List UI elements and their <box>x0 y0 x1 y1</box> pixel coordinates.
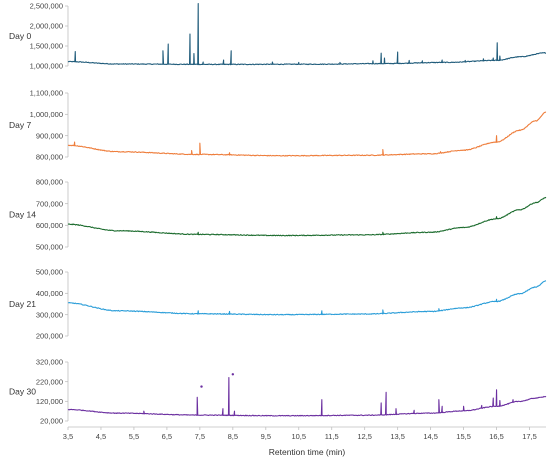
trace-line <box>67 377 547 417</box>
x-tick-label: 4,5 <box>96 432 106 441</box>
y-tick-label: 1,000,000 <box>30 110 63 119</box>
trace-line <box>67 280 547 316</box>
y-tick-label: 1,100,000 <box>30 89 63 98</box>
peak-marker <box>200 385 203 388</box>
y-tick-label: 800,000 <box>36 153 63 162</box>
x-tick-label: 5,5 <box>129 432 139 441</box>
x-tick-label: 7,5 <box>195 432 205 441</box>
panel-label: Day 7 <box>9 120 31 130</box>
x-tick-label: 9,5 <box>261 432 271 441</box>
y-tick-label: 120,000 <box>36 397 63 406</box>
x-tick-label: 16,5 <box>489 432 504 441</box>
panel-label: Day 21 <box>9 299 36 309</box>
x-tick-label: 15,5 <box>456 432 471 441</box>
panel-label: Day 30 <box>9 387 36 397</box>
y-tick-label: 220,000 <box>36 377 63 386</box>
y-tick-label: 900,000 <box>36 131 63 140</box>
x-tick-label: 13,5 <box>390 432 405 441</box>
trace-line <box>67 196 547 237</box>
y-tick-label: 1,500,000 <box>30 42 63 51</box>
x-axis-title: Retention time (min) <box>269 447 346 457</box>
peak-marker <box>231 373 235 376</box>
y-tick-label: 320,000 <box>36 358 63 367</box>
trace-line <box>67 111 547 157</box>
y-tick-label: 500,000 <box>36 243 63 252</box>
y-tick-label: 500,000 <box>36 268 63 277</box>
y-tick-label: 400,000 <box>36 289 63 298</box>
panel-label: Day 14 <box>9 210 36 220</box>
trace-line <box>67 3 546 66</box>
y-tick-label: 1,000,000 <box>30 62 63 71</box>
y-tick-label: 300,000 <box>36 310 63 319</box>
x-tick-label: 12,5 <box>357 432 372 441</box>
x-tick-label: 3,5 <box>63 432 73 441</box>
y-tick-label: 200,000 <box>36 332 63 341</box>
y-tick-label: 600,000 <box>36 221 63 230</box>
y-tick-label: 700,000 <box>36 199 63 208</box>
y-tick-label: 20,000 <box>40 417 63 426</box>
x-tick-label: 17,5 <box>522 432 537 441</box>
x-tick-label: 14,5 <box>423 432 438 441</box>
x-tick-label: 11,5 <box>325 432 339 441</box>
x-tick-label: 8,5 <box>228 432 238 441</box>
x-tick-label: 6,5 <box>162 432 172 441</box>
y-tick-label: 2,500,000 <box>30 2 63 11</box>
x-tick-label: 10,5 <box>291 432 306 441</box>
panel-label: Day 0 <box>9 31 31 41</box>
y-tick-label: 800,000 <box>36 178 63 187</box>
y-tick-label: 2,000,000 <box>30 22 63 31</box>
